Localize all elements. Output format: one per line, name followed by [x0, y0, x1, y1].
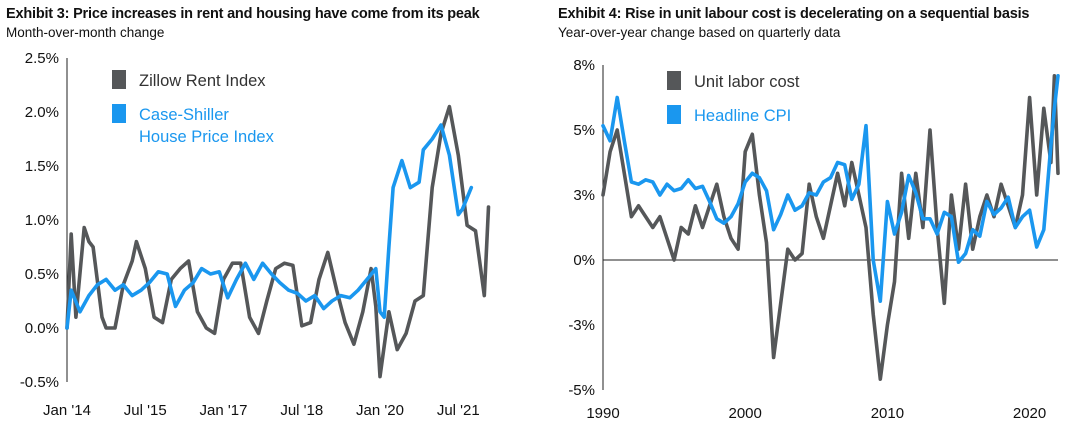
x-tick-label: Jul '15: [124, 402, 167, 419]
y-tick-label: 0%: [573, 252, 595, 269]
legend-label: Case-Shiller: [139, 106, 229, 124]
legend-label: Zillow Rent Index: [139, 72, 266, 90]
series-line-0: [601, 74, 1060, 381]
series-line-1: [65, 123, 474, 330]
x-tick-label: 2020: [1013, 405, 1046, 422]
x-tick-label: 2000: [729, 405, 762, 422]
y-tick-label: 2.0%: [25, 104, 59, 121]
series-line-1: [601, 74, 1060, 303]
exhibit-4-chart: -5% -3% 0% 3% 5% 8% 1990 2000 2010 2020 Unit labor…: [568, 57, 1060, 422]
chart-title: Exhibit 3: Price increases in rent and h…: [6, 6, 480, 22]
x-tick-label: 2010: [871, 405, 904, 422]
exhibit-3-panel: Exhibit 3: Price increases in rent and h…: [0, 0, 520, 427]
x-tick-label: Jul '18: [280, 402, 323, 419]
legend-swatch: [112, 70, 126, 89]
y-tick-label: -0.5%: [20, 374, 59, 391]
y-tick-label: 3%: [573, 187, 595, 204]
x-tick-label: Jan '17: [200, 402, 248, 419]
y-tick-label: 0.0%: [25, 320, 59, 337]
chart-title: Exhibit 4: Rise in unit labour cost is d…: [558, 6, 1030, 22]
y-tick-label: 5%: [573, 122, 595, 139]
chart-subtitle: Month-over-month change: [6, 25, 165, 40]
legend-swatch: [112, 104, 126, 123]
y-tick-label: 1.5%: [25, 158, 59, 175]
y-tick-label: 8%: [573, 57, 595, 74]
x-tick-label: Jan '20: [356, 402, 404, 419]
y-tick-label: -5%: [568, 382, 595, 399]
y-tick-label: 2.5%: [25, 50, 59, 67]
legend-label: House Price Index: [139, 128, 275, 146]
legend-swatch: [667, 71, 681, 90]
y-tick-label: 1.0%: [25, 212, 59, 229]
series-line-0: [65, 104, 491, 379]
exhibit-3-chart: -0.5% 0.0% 0.5% 1.0% 1.5% 2.0% 2.5% Jan '14 Jul …: [20, 50, 491, 419]
legend-label: Headline CPI: [694, 107, 791, 125]
legend-swatch: [667, 105, 681, 124]
x-tick-label: 1990: [586, 405, 619, 422]
legend-label: Unit labor cost: [694, 73, 800, 91]
x-tick-label: Jan '14: [43, 402, 91, 419]
y-tick-label: 0.5%: [25, 266, 59, 283]
x-tick-label: Jul '21: [437, 402, 480, 419]
y-tick-label: -3%: [568, 317, 595, 334]
chart-subtitle: Year-over-year change based on quarterly…: [558, 25, 841, 40]
exhibit-4-panel: Exhibit 4: Rise in unit labour cost is d…: [555, 0, 1073, 427]
